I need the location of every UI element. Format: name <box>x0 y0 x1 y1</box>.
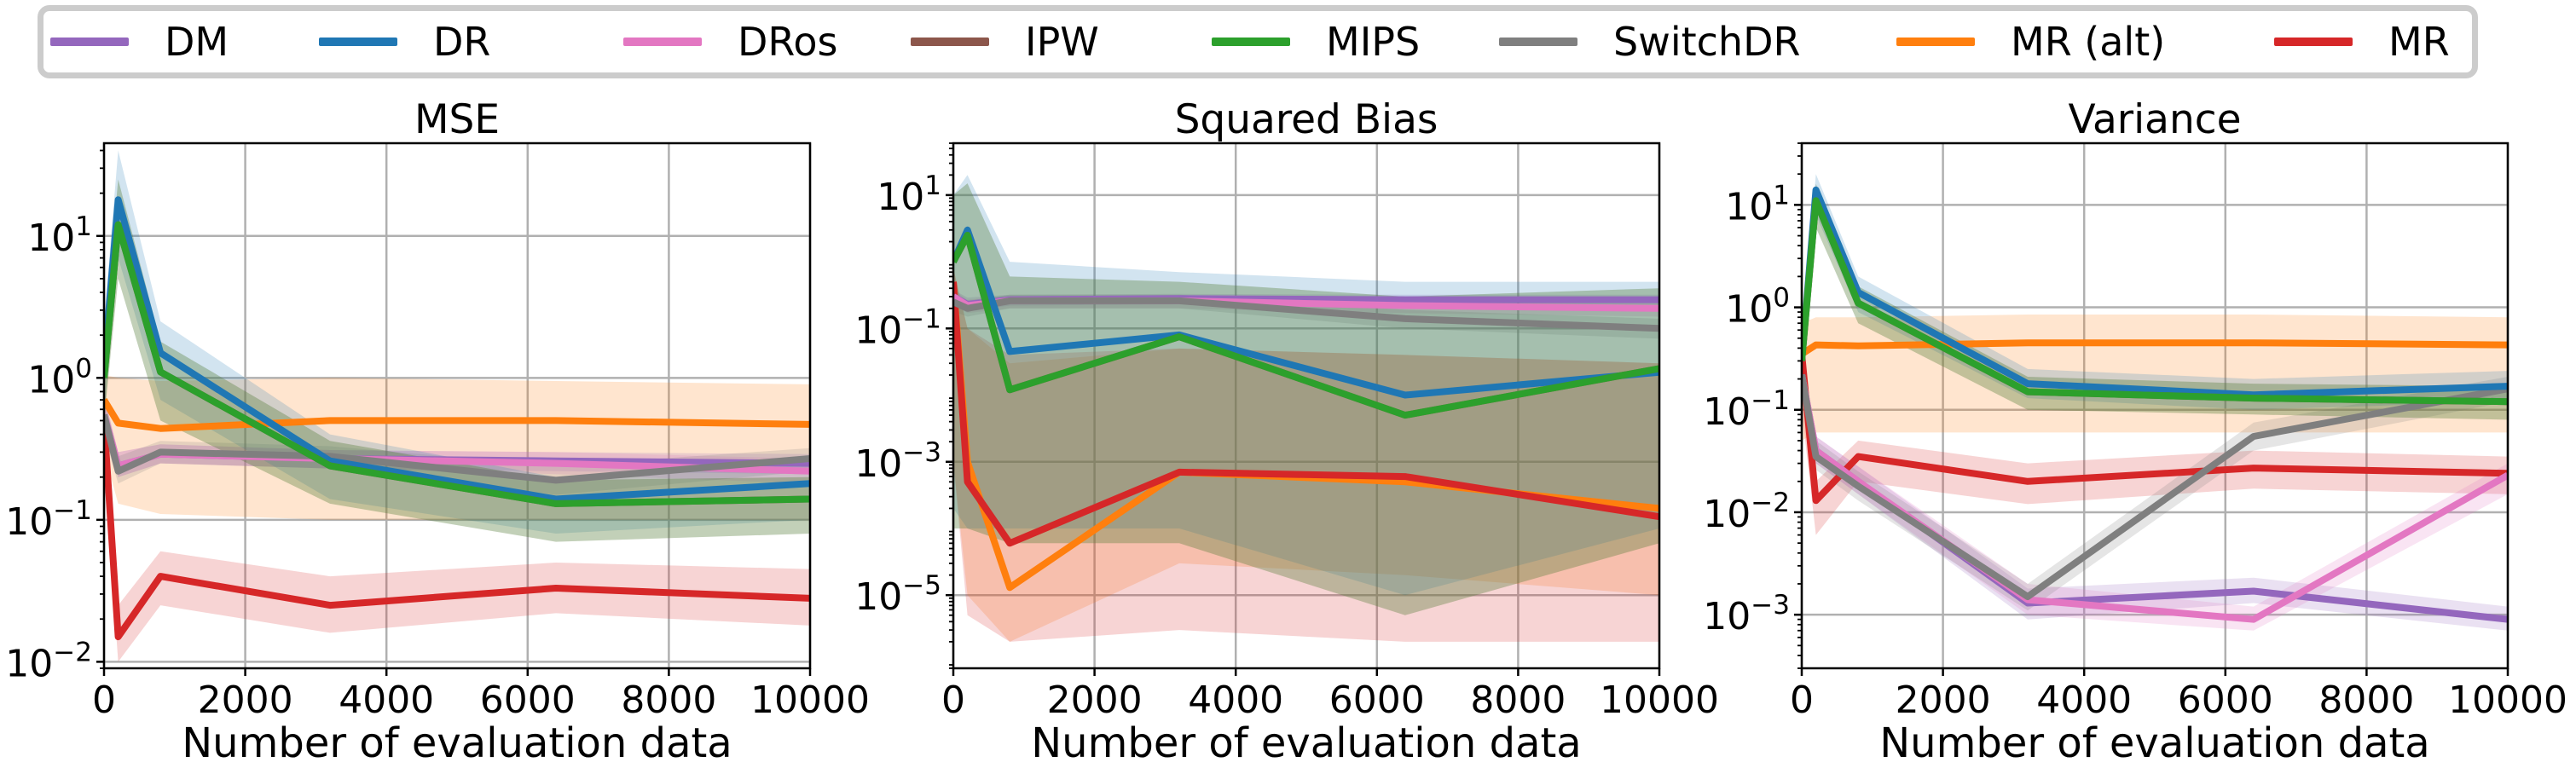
y-tick-label: 10−2 <box>5 637 92 685</box>
y-tick-label: 101 <box>877 170 941 219</box>
legend-label: DRos <box>738 19 838 65</box>
x-tick-label: 2000 <box>198 678 293 722</box>
x-tick-label: 4000 <box>1188 678 1283 722</box>
series-line <box>104 398 810 432</box>
x-tick-label: 0 <box>941 678 965 722</box>
legend-swatch <box>623 38 702 46</box>
plot-area <box>104 150 810 662</box>
series-line <box>953 297 1659 332</box>
legend-item: DR <box>319 11 490 72</box>
x-tick-label: 6000 <box>480 678 576 722</box>
chart-title: Variance <box>2068 96 2241 143</box>
legend-label: IPW <box>1025 19 1099 65</box>
confidence-band <box>1802 323 2508 535</box>
x-tick-label: 0 <box>1790 678 1814 722</box>
chart-panel: 0 2000 4000 6000 8000 10000 10−3 10−2 10−1 100 101… <box>1703 96 2567 767</box>
x-tick-label: 8000 <box>621 678 716 722</box>
series-line <box>104 420 810 641</box>
x-tick-label: 8000 <box>1470 678 1566 722</box>
x-tick-label: 0 <box>92 678 116 722</box>
chart-panel: 0 2000 4000 6000 8000 10000 10−5 10−3 10−1 101 Squ… <box>854 96 1719 767</box>
chart-title: MSE <box>414 96 500 143</box>
series-line <box>1802 354 2508 505</box>
x-tick-label: 8000 <box>2318 678 2414 722</box>
plot-area <box>953 175 1659 642</box>
confidence-band <box>953 268 1659 642</box>
legend: DM DR DRos IPW MIPS SwitchDR MR (alt) MR <box>38 5 2478 78</box>
x-tick-label: 2000 <box>1896 678 1991 722</box>
series-line <box>1802 373 2508 600</box>
legend-swatch <box>50 38 129 46</box>
x-axis-label: Number of evaluation data <box>182 719 732 767</box>
x-tick-label: 10000 <box>750 678 870 722</box>
chart-panel: 0 2000 4000 6000 8000 10000 10−2 10−1 100 101 MSE N… <box>5 96 870 767</box>
x-tick-label: 4000 <box>2036 678 2132 722</box>
x-tick-label: 2000 <box>1047 678 1143 722</box>
axes-frame <box>102 141 812 670</box>
x-tick-label: 10000 <box>2448 678 2567 722</box>
legend-item: DM <box>50 11 229 72</box>
x-tick-label: 6000 <box>2178 678 2273 722</box>
y-tick-label: 101 <box>1725 180 1790 228</box>
x-tick-label: 4000 <box>339 678 434 722</box>
legend-swatch <box>1896 38 1975 46</box>
y-tick-label: 10−1 <box>1703 385 1790 434</box>
legend-item: MR <box>2274 11 2450 72</box>
y-tick-label: 100 <box>1725 283 1790 332</box>
x-axis-label: Number of evaluation data <box>1031 719 1581 767</box>
legend-swatch <box>319 38 397 46</box>
confidence-band <box>104 179 810 542</box>
y-tick-label: 10−1 <box>5 495 92 544</box>
series-line <box>104 221 810 507</box>
x-tick-label: 6000 <box>1329 678 1425 722</box>
legend-swatch <box>1499 38 1577 46</box>
y-tick-label: 100 <box>27 353 92 401</box>
legend-item: IPW <box>911 11 1099 72</box>
legend-swatch <box>2274 38 2353 46</box>
series-line <box>953 281 1659 547</box>
legend-label: MIPS <box>1326 19 1421 65</box>
chart-title: Squared Bias <box>1175 96 1439 143</box>
confidence-band <box>953 293 1659 339</box>
legend-swatch <box>1212 38 1290 46</box>
legend-label: MR <box>2388 19 2450 65</box>
series-line <box>953 232 1659 419</box>
axes-frame <box>1800 141 2509 670</box>
legend-item: MIPS <box>1212 11 1420 72</box>
y-tick-label: 10−2 <box>1703 488 1790 536</box>
x-axis-label: Number of evaluation data <box>1879 719 2429 767</box>
legend-label: DR <box>433 19 491 65</box>
confidence-band <box>104 374 810 520</box>
y-tick-label: 10−3 <box>1703 590 1790 638</box>
y-tick-label: 10−5 <box>854 570 941 619</box>
series-line <box>104 413 810 484</box>
legend-label: DM <box>165 19 229 65</box>
legend-item: MR (alt) <box>1896 11 2165 72</box>
legend-item: DRos <box>623 11 837 72</box>
confidence-band <box>1802 174 2508 410</box>
confidence-band <box>104 179 810 542</box>
confidence-band <box>953 268 1659 642</box>
plot-area <box>1802 174 2508 631</box>
legend-item: SwitchDR <box>1499 11 1800 72</box>
confidence-band <box>104 396 810 495</box>
y-tick-label: 10−3 <box>854 437 941 486</box>
y-tick-label: 10−1 <box>854 303 941 352</box>
x-tick-label: 10000 <box>1600 678 1719 722</box>
legend-label: SwitchDR <box>1613 19 1801 65</box>
y-tick-label: 101 <box>27 211 92 260</box>
legend-label: MR (alt) <box>2011 19 2166 65</box>
series-line <box>1802 197 2508 406</box>
legend-swatch <box>911 38 989 46</box>
